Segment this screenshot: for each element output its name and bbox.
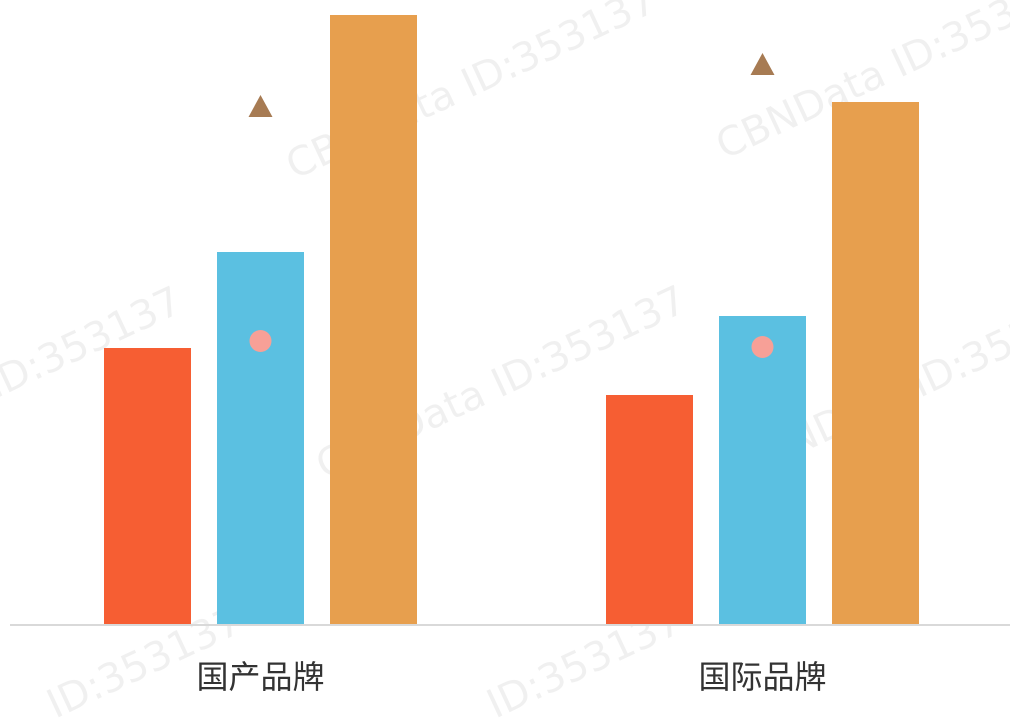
category-labels-group: 国产品牌 国际品牌 xyxy=(196,658,826,694)
bar-1-2 xyxy=(217,252,304,625)
category-label-2: 国际品牌 xyxy=(698,658,826,694)
bar-2-3 xyxy=(832,102,919,625)
bar-2-1 xyxy=(606,395,693,625)
bar-1-1 xyxy=(104,348,191,625)
bar-2-2 xyxy=(719,316,806,625)
triangle-marker-1 xyxy=(248,95,273,117)
triangle-marker-2 xyxy=(750,53,775,75)
circle-marker-2 xyxy=(751,336,774,358)
bar-1-3 xyxy=(330,15,417,625)
circle-marker-1 xyxy=(249,330,272,352)
bar-chart: 国产品牌 国际品牌 xyxy=(10,15,1010,694)
bars-group xyxy=(104,15,919,625)
category-label-1: 国产品牌 xyxy=(196,658,324,694)
markers-group xyxy=(248,53,775,358)
